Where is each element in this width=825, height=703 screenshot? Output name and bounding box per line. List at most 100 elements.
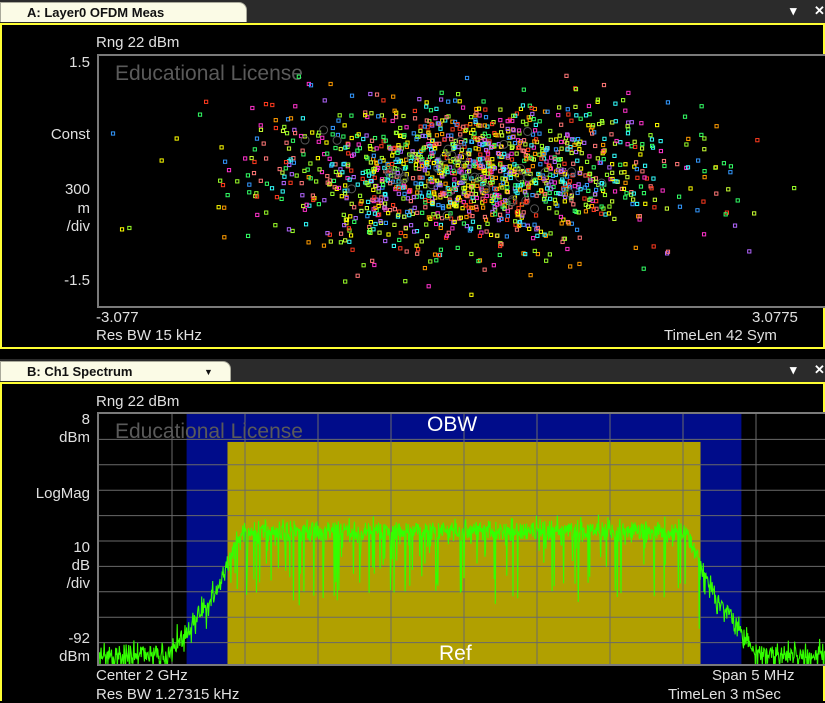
constellation-point: [576, 142, 581, 147]
constellation-point: [429, 121, 434, 127]
constellation-point: [407, 152, 412, 157]
constellation-point: [497, 195, 502, 200]
constellation-point: [463, 203, 468, 208]
constellation-point: [428, 108, 434, 113]
constellation-point: [366, 210, 371, 215]
constellation-point: [526, 115, 531, 120]
constellation-point: [330, 132, 335, 137]
constellation-point: [546, 163, 551, 168]
constellation-point: [493, 207, 498, 212]
constellation-point: [507, 170, 513, 175]
constellation-point: [559, 122, 564, 127]
constellation-point: [382, 118, 387, 123]
constellation-panel[interactable]: Rng 22 dBm 1.5 Const 300 m /div -1.5 Edu…: [0, 23, 825, 349]
constellation-point: [609, 132, 614, 137]
constellation-point: [549, 186, 554, 191]
constellation-point: [623, 162, 628, 167]
constellation-point: [439, 97, 444, 102]
constellation-point: [280, 128, 286, 134]
constellation-point: [514, 210, 519, 215]
constellation-point: [755, 138, 760, 143]
spectrum-panel[interactable]: Rng 22 dBm 8 dBm LogMag 10 dB /div -92 d…: [0, 382, 825, 703]
constellation-point: [561, 187, 566, 192]
reference-point: [566, 167, 576, 177]
constellation-point: [539, 156, 544, 161]
constellation-point: [372, 175, 377, 180]
constellation-point: [411, 229, 417, 234]
constellation-point: [426, 284, 431, 289]
constellation-point: [411, 195, 417, 200]
constellation-point: [448, 200, 453, 205]
constellation-point: [565, 147, 570, 152]
constellation-point: [440, 131, 445, 137]
constellation-point: [366, 182, 371, 188]
constellation-point: [504, 217, 510, 222]
constellation-point: [520, 168, 526, 174]
constellation-point: [355, 182, 360, 187]
constellation-point: [526, 184, 531, 190]
constellation-point: [621, 98, 626, 103]
constellation-point: [349, 113, 354, 118]
constellation-point: [531, 117, 536, 122]
constellation-point: [548, 166, 554, 171]
constellation-point: [270, 102, 275, 108]
constellation-point: [421, 145, 427, 150]
constellation-point: [327, 156, 332, 161]
constellation-point: [575, 190, 580, 196]
constellation-point: [383, 192, 388, 197]
constellation-point: [485, 221, 490, 226]
constellation-point: [420, 210, 425, 215]
constellation-point: [483, 107, 488, 112]
reference-point: [445, 186, 455, 196]
constellation-point: [569, 150, 574, 156]
constellation-point: [634, 167, 639, 172]
close-icon[interactable]: ✕: [814, 3, 825, 18]
constellation-point: [247, 182, 252, 187]
constellation-point: [549, 179, 554, 184]
constellation-point: [369, 138, 375, 143]
constellation-point: [482, 214, 488, 220]
constellation-point: [360, 176, 365, 181]
tab-layer0-ofdm-meas[interactable]: A: Layer0 OFDM Meas: [0, 2, 247, 22]
constellation-point: [402, 191, 407, 196]
constellation-point: [488, 232, 494, 238]
constellation-point: [509, 157, 515, 162]
close-icon[interactable]: ✕: [814, 362, 825, 377]
window-menu-icon[interactable]: ▾: [790, 362, 797, 377]
constellation-point: [535, 225, 540, 231]
chevron-down-icon[interactable]: ▼: [204, 367, 213, 377]
constellation-point: [391, 94, 396, 99]
constellation-plot[interactable]: Educational License: [97, 54, 825, 308]
constellation-point: [395, 170, 400, 176]
constellation-point: [381, 158, 386, 163]
constellation-point: [343, 238, 348, 243]
window-menu-icon[interactable]: ▾: [790, 3, 797, 18]
constellation-point: [556, 113, 561, 118]
constellation-point: [721, 161, 727, 166]
constellation-point: [373, 184, 378, 189]
res-bw-label: Res BW 15 kHz: [96, 327, 202, 344]
constellation-point: [497, 201, 502, 206]
constellation-point: [563, 194, 568, 200]
constellation-point: [427, 119, 432, 124]
tab-ch1-spectrum[interactable]: B: Ch1 Spectrum ▼: [0, 361, 231, 381]
constellation-point: [607, 165, 612, 170]
reference-point: [530, 204, 540, 214]
constellation-point: [735, 198, 740, 203]
constellation-point: [425, 160, 430, 165]
constellation-point: [331, 178, 337, 183]
constellation-point: [174, 136, 179, 141]
constellation-point: [480, 181, 485, 187]
constellation-point: [584, 159, 590, 164]
constellation-point: [284, 131, 290, 136]
constellation-point: [490, 157, 495, 162]
constellation-point: [650, 143, 655, 148]
constellation-point: [655, 122, 660, 128]
constellation-point: [498, 144, 504, 149]
spectrum-plot[interactable]: Educational License OBW Ref: [97, 412, 825, 666]
constellation-point: [382, 205, 387, 210]
constellation-point: [618, 162, 623, 167]
constellation-point: [509, 145, 514, 151]
constellation-point: [732, 223, 738, 228]
constellation-point: [308, 161, 313, 166]
